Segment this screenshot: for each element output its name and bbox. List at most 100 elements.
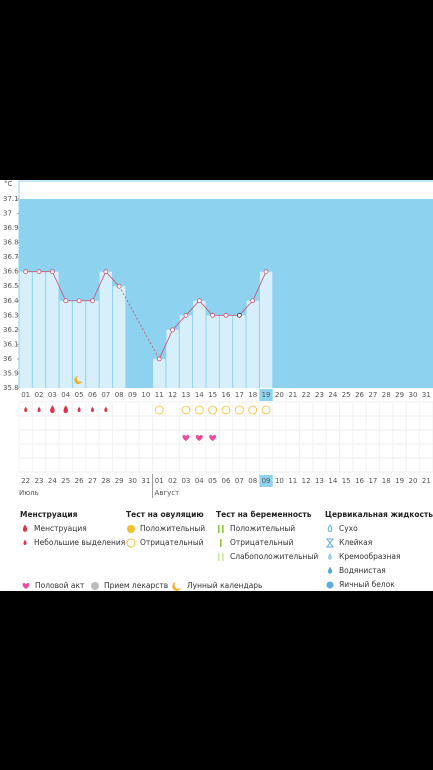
date-label: 19 [395,477,404,485]
point [49,269,55,275]
x-tick-label: 18 [248,391,257,399]
x-tick-label: 12 [168,391,177,399]
x-tick-label: 07 [101,391,110,399]
bar [153,358,166,388]
legend-item: Прием лекарств [104,581,168,590]
bar [112,286,126,388]
x-tick-label: 21 [288,391,297,399]
legend-item: Отрицательный [140,538,204,547]
bar [179,315,193,388]
connector [185,300,200,316]
x-tick-label: 10 [141,391,150,399]
x-tick-label: 17 [235,391,244,399]
ovulation-negative [248,405,258,415]
legend-icon [328,552,332,560]
date-label: 06 [222,477,231,485]
legend-icon [91,582,99,590]
bar [99,271,112,388]
date-label: 24 [48,477,57,485]
legend-icon [326,538,334,548]
y-tick-label: 36.9 [3,224,19,232]
y-tick-label: 36.5 [3,282,19,290]
legend-icon [23,539,27,545]
legend-icon [22,582,30,589]
ovulation-negative [181,405,191,415]
menstruation-icon [104,406,108,412]
connector [252,271,267,301]
x-tick-label: 08 [115,391,124,399]
date-label: 29 [115,477,124,485]
x-tick-label: 11 [155,391,164,399]
bar [219,315,233,388]
legend-item: Половой акт [35,581,85,590]
legend-icon [126,538,136,548]
bar [32,271,46,388]
ovulation-negative [194,405,204,415]
legend-icon [22,524,28,532]
legend-title: Менструация [20,510,78,519]
menstruation-icon [63,405,68,413]
legend-icon [218,553,220,561]
today-bg [259,389,273,401]
date-label: 30 [128,477,137,485]
x-tick-label: 15 [208,391,217,399]
x-tick-label: 13 [181,391,190,399]
x-tick-label: 25 [342,391,351,399]
x-tick-label: 29 [395,391,404,399]
legend-item: Клейкая [339,538,372,547]
month-label: Август [155,489,180,497]
y-tick-label: 36.3 [3,311,19,319]
bar [206,315,219,388]
connector [118,286,160,360]
date-label: 03 [181,477,190,485]
point [263,269,269,275]
legend-item: Менструация [34,524,87,533]
x-tick-label: 04 [61,391,70,399]
x-tick-label: 20 [275,391,284,399]
x-tick-label: 31 [422,391,431,399]
date-label: 10 [275,477,284,485]
menstruation-icon [77,406,81,412]
legend-icon [127,525,135,533]
legend-title: Тест на беременность [216,510,312,519]
x-tick-label: 02 [35,391,44,399]
x-tick-label: 05 [75,391,84,399]
point [103,269,109,275]
month-label: Июль [19,489,39,497]
x-tick-label: 19 [262,391,271,399]
date-label: 11 [288,477,297,485]
y-tick-label: 37 [3,210,12,218]
x-tick-label: 22 [302,391,311,399]
menstruation-icon [24,406,28,412]
connector [105,271,120,287]
legend-icon [222,525,224,533]
y-tick-label: 36.4 [3,297,19,305]
legend-item: Яичный белок [339,580,395,589]
date-label: 23 [35,477,44,485]
point [170,327,175,333]
y-tick-label: 37.1 [3,195,19,203]
legend-item: Отрицательный [230,538,294,547]
date-label: 15 [342,477,351,485]
ovulation-negative [208,405,218,415]
menstruation-icon [90,406,94,412]
point [250,298,256,304]
point [36,269,42,275]
y-tick-label: 36.2 [3,326,19,334]
connector [239,300,254,316]
point [156,356,162,362]
date-label: 31 [141,477,150,485]
date-label: 09 [262,477,271,485]
ovulation-negative [234,405,244,415]
x-tick-label: 09 [128,391,137,399]
legend-icon [172,582,181,591]
legend-item: Небольшие выделения [34,538,125,547]
bar [46,271,59,388]
x-tick-label: 01 [21,391,30,399]
point [223,312,229,318]
bar [72,300,86,388]
connector [158,329,173,360]
date-label: 17 [368,477,377,485]
